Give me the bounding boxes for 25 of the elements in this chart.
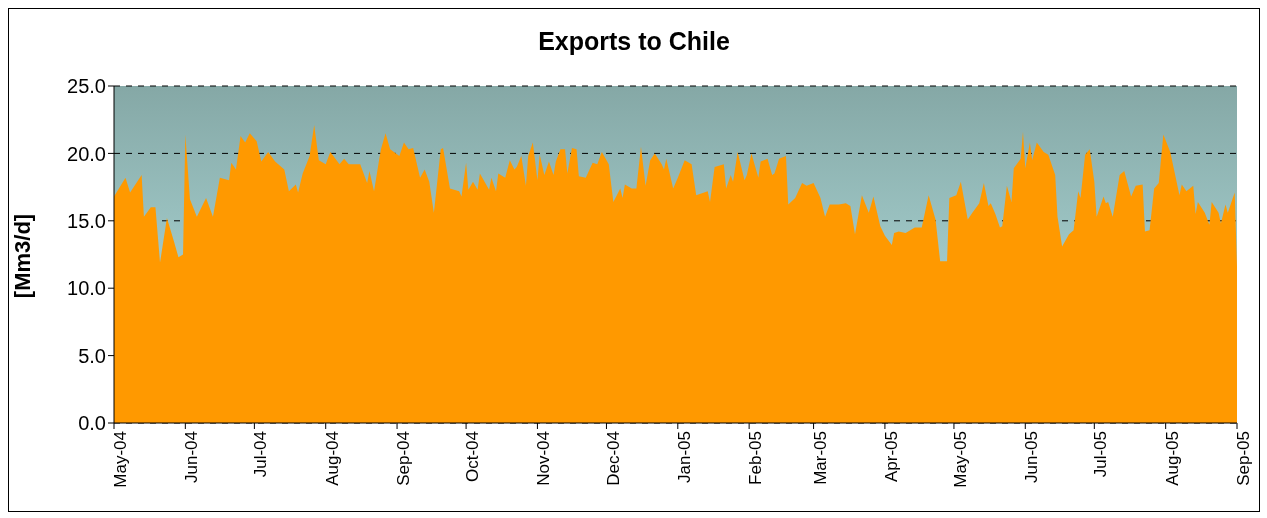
x-tick-label: Mar-05 (810, 431, 830, 485)
y-tick-label: 0.0 (78, 412, 106, 435)
y-tick-label: 20.0 (67, 142, 106, 165)
x-tick-label: Jul-04 (251, 431, 271, 478)
x-tick-label: Sep-05 (1234, 431, 1254, 486)
x-tick-label: Jan-05 (674, 431, 694, 483)
x-tick-label: Aug-04 (322, 431, 342, 486)
x-tick-label: May-05 (951, 431, 971, 488)
x-tick-label: Jun-05 (1022, 431, 1042, 483)
x-tick-label: Aug-05 (1162, 431, 1182, 486)
y-tick-label: 15.0 (67, 209, 106, 232)
chart-title: Exports to Chile (537, 27, 731, 56)
x-tick-label: Nov-04 (534, 431, 554, 486)
x-tick-label: Jun-04 (182, 431, 202, 483)
y-tick-label: 5.0 (78, 344, 106, 367)
y-axis-title: [Mm3/d] (10, 213, 36, 299)
x-tick-label: Apr-05 (881, 431, 901, 483)
x-tick-label: Sep-04 (394, 431, 414, 486)
x-tick-label: May-04 (111, 431, 131, 488)
x-tick-label: Dec-04 (603, 431, 623, 486)
x-tick-label: Jul-05 (1091, 431, 1111, 478)
x-tick-label: Feb-05 (746, 431, 766, 485)
y-tick-label: 25.0 (67, 75, 106, 98)
y-tick-label: 10.0 (67, 277, 106, 300)
x-tick-label: Oct-04 (463, 431, 483, 483)
